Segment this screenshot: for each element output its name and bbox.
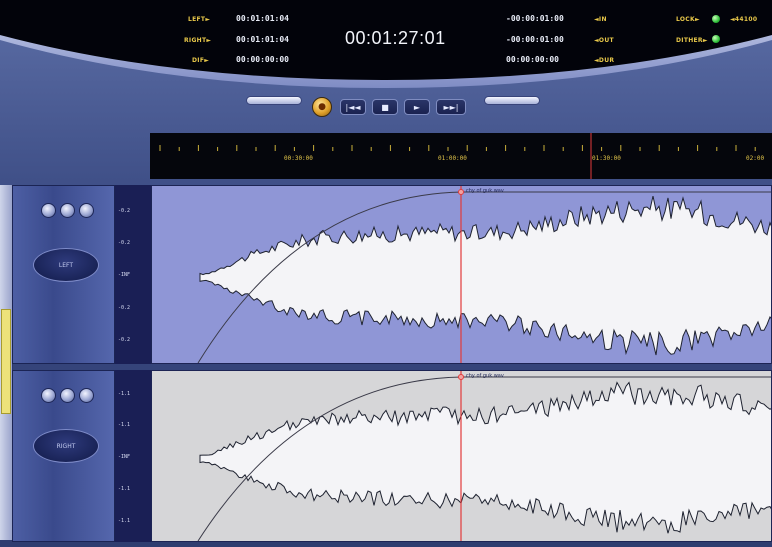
out-label: ◄OUT <box>594 37 614 44</box>
skip-back-icon: |◄◄ <box>345 102 361 112</box>
scale-label: -1.1 <box>118 422 131 428</box>
waveform-lane-left[interactable]: chy of guk.wav <box>151 185 772 364</box>
transport-display: LEFT► 00:01:01:04 RIGHT► 00:01:01:04 DIF… <box>0 0 772 92</box>
knob-icon[interactable] <box>60 203 75 218</box>
ruler-ticks <box>159 133 756 179</box>
main-timecode: 00:01:27:01 <box>345 28 446 48</box>
scale-label: -INF <box>118 272 131 278</box>
ruler-label-2: 01:00:00 <box>438 155 467 162</box>
scale-label: -INF <box>118 454 131 460</box>
left-time: 00:01:01:04 <box>236 14 289 23</box>
level-scale-left: -0.2 -0.2 -INF -0.2 -0.2 <box>115 185 151 364</box>
waveform-right <box>197 371 772 541</box>
ruler-label-3: 01:30:00 <box>592 155 621 162</box>
dur-time: 00:00:00:00 <box>506 55 559 64</box>
ruler-label-4: 02:00 <box>746 155 765 162</box>
play-icon: ► <box>413 102 421 112</box>
ruler-label-1: 00:30:00 <box>284 155 313 162</box>
channel-left-button[interactable]: LEFT <box>33 248 99 282</box>
track-header-right: RIGHT <box>12 370 115 542</box>
dur-label: ◄DUR <box>594 57 615 64</box>
right-time: 00:01:01:04 <box>236 35 289 44</box>
in-label: ◄IN <box>594 16 607 23</box>
level-scale-right: -1.1 -1.1 -INF -1.1 -1.1 <box>115 370 151 542</box>
waveform-left <box>197 186 772 363</box>
scale-label: -0.2 <box>118 337 131 343</box>
scale-label: -0.2 <box>118 305 131 311</box>
knob-icon[interactable] <box>60 388 75 403</box>
scale-label: -1.1 <box>118 391 131 397</box>
knob-icon[interactable] <box>79 203 94 218</box>
fade-handle[interactable] <box>458 189 464 195</box>
left-pill-button[interactable] <box>246 96 302 105</box>
dither-label: DITHER► <box>676 37 708 44</box>
fade-envelope[interactable] <box>197 191 772 363</box>
channel-right-button[interactable]: RIGHT <box>33 429 99 463</box>
transport-bar: ● |◄◄ ■ ► ►►| <box>0 92 772 132</box>
display-panel-shape <box>0 0 772 88</box>
selection-marker[interactable] <box>1 309 11 414</box>
right-label: RIGHT► <box>184 37 212 44</box>
waveform-shape <box>199 381 771 534</box>
scale-label: -1.1 <box>118 486 131 492</box>
track-header-left: LEFT <box>12 185 115 364</box>
play-button[interactable]: ► <box>404 99 430 115</box>
timeline-ruler[interactable]: 00:30:00 01:00:00 01:30:00 02:00 <box>150 133 772 179</box>
sample-rate-label: ◄44100 <box>730 16 758 23</box>
waveform-lane-right[interactable]: chy of guk.wav <box>151 370 772 542</box>
scale-label: -1.1 <box>118 518 131 524</box>
stop-button[interactable]: ■ <box>372 99 398 115</box>
in-time: -00:00:01:00 <box>506 14 564 23</box>
scale-label: -0.2 <box>118 240 131 246</box>
waveform-shape <box>199 195 771 356</box>
fade-envelope[interactable] <box>197 376 772 541</box>
knob-icon[interactable] <box>79 388 94 403</box>
fast-forward-button[interactable]: ►►| <box>436 99 466 115</box>
rewind-button[interactable]: |◄◄ <box>340 99 366 115</box>
left-label: LEFT► <box>188 16 211 23</box>
lock-led-icon[interactable] <box>712 15 720 23</box>
skip-forward-icon: ►►| <box>443 102 459 112</box>
clip-name-left: chy of guk.wav <box>466 188 504 194</box>
right-pill-button[interactable] <box>484 96 540 105</box>
stop-icon: ■ <box>381 102 389 112</box>
record-button[interactable]: ● <box>312 97 332 117</box>
dither-led-icon[interactable] <box>712 35 720 43</box>
dif-label: DIF► <box>192 57 210 64</box>
dif-time: 00:00:00:00 <box>236 55 289 64</box>
knob-icon[interactable] <box>41 203 56 218</box>
scale-label: -0.2 <box>118 208 131 214</box>
fade-handle[interactable] <box>458 374 464 380</box>
lock-label: LOCK► <box>676 16 700 23</box>
clip-name-right: chy of guk.wav <box>466 373 504 379</box>
record-icon: ● <box>318 102 326 112</box>
out-time: -00:00:01:00 <box>506 35 564 44</box>
knob-icon[interactable] <box>41 388 56 403</box>
